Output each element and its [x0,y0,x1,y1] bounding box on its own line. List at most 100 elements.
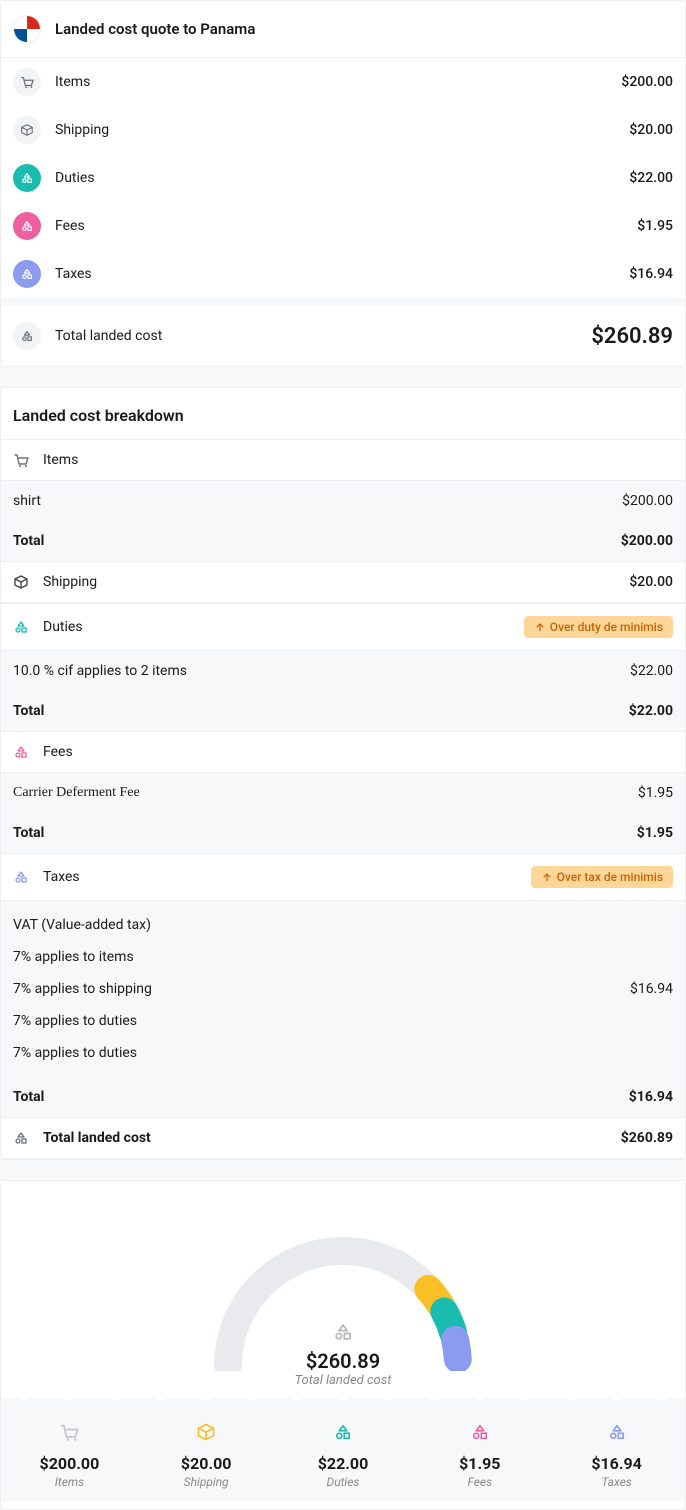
summary-duties: Duties $22.00 [1,154,685,202]
summary-items: Items $200.00 [1,58,685,106]
bd-duties-total: Total $22.00 [1,691,685,731]
page-title: Landed cost quote to Panama [55,20,255,38]
badge-text: Over duty de minimis [550,620,663,634]
bd-taxes-header: Taxes Over tax de minimis [1,853,685,901]
line-label: Carrier Deferment Fee [13,785,638,801]
stat-value: $16.94 [548,1454,685,1473]
summary-value: $16.94 [629,266,673,282]
panama-flag-icon [13,15,41,43]
stat-value: $20.00 [138,1454,275,1473]
stat-shipping: $20.00 Shipping [138,1422,275,1489]
bd-items-header: Items [1,439,685,481]
bd-shipping-header: Shipping $20.00 [1,561,685,603]
line-label: VAT (Value-added tax) [13,917,673,933]
bd-header-label: Duties [43,619,524,635]
bd-duties-header: Duties Over duty de minimis [1,603,685,651]
tax-line: VAT (Value-added tax) [1,909,685,941]
bd-header-label: Shipping [43,574,629,590]
stat-duties: $22.00 Duties [275,1422,412,1489]
total-value: $260.89 [591,324,673,349]
duties-icon [13,619,31,635]
cart-icon [13,452,31,468]
bd-header-label: Items [43,452,673,468]
box-icon [138,1422,275,1444]
tax-line: 7% applies to shipping$16.94 [1,973,685,1005]
duties-icon [13,164,41,192]
bd-taxes-lines: VAT (Value-added tax) 7% applies to items… [1,901,685,1077]
summary-value: $200.00 [621,74,673,90]
bd-items-line: shirt $200.00 [1,481,685,521]
bd-header-label: Taxes [43,869,531,885]
stat-label: Fees [411,1475,548,1489]
stat-label: Taxes [548,1475,685,1489]
total-label: Total [13,825,637,841]
cart-icon [1,1422,138,1444]
summary-fees: Fees $1.95 [1,202,685,250]
line-label: shirt [13,493,622,509]
gauge-center: $260.89 Total landed cost [295,1321,392,1388]
line-label: 7% applies to shipping [13,981,630,997]
header-row: Landed cost quote to Panama [1,1,685,58]
bd-taxes-total: Total $16.94 [1,1077,685,1117]
breakdown-card: Landed cost breakdown Items shirt $200.0… [0,387,686,1160]
bd-header-value: $20.00 [629,574,673,590]
ticks-decoration [1,1392,685,1404]
line-value: $1.95 [638,785,673,801]
total-icon [13,322,41,350]
total-label: Total landed cost [55,328,591,344]
summary-label: Items [55,74,621,90]
grand-label: Total landed cost [43,1130,621,1146]
summary-label: Taxes [55,266,629,282]
nodes-icon [411,1422,548,1444]
duty-deminimis-badge: Over duty de minimis [524,616,673,638]
total-label: Total [13,703,629,719]
stat-label: Shipping [138,1475,275,1489]
breakdown-title: Landed cost breakdown [1,388,685,439]
line-value: $200.00 [622,493,673,509]
summary-taxes: Taxes $16.94 [1,250,685,298]
gauge-sub: Total landed cost [295,1373,392,1388]
stat-taxes: $16.94 Taxes [548,1422,685,1489]
line-label: 7% applies to duties [13,1013,673,1029]
total-icon [13,1130,31,1146]
line-label: 7% applies to items [13,949,673,965]
bd-fees-total: Total $1.95 [1,813,685,853]
fees-icon [13,212,41,240]
tax-line: 7% applies to items [1,941,685,973]
line-value: $22.00 [630,663,673,679]
nodes-icon [295,1321,392,1343]
line-label: 10.0 % cif applies to 2 items [13,663,630,679]
bd-fees-header: Fees [1,731,685,773]
bd-duties-line: 10.0 % cif applies to 2 items $22.00 [1,651,685,691]
taxes-icon [13,260,41,288]
tax-deminimis-badge: Over tax de minimis [531,866,673,888]
box-icon [13,574,31,590]
taxes-icon [13,869,31,885]
stat-value: $22.00 [275,1454,412,1473]
gauge-wrap: $260.89 Total landed cost [1,1181,685,1398]
summary-value: $22.00 [629,170,673,186]
summary-label: Duties [55,170,629,186]
total-label: Total [13,1089,629,1105]
summary-label: Shipping [55,122,629,138]
bd-header-label: Fees [43,744,673,760]
gauge-card: $260.89 Total landed cost $200.00Items$2… [0,1180,686,1510]
nodes-icon [275,1422,412,1444]
stats-row: $200.00Items$20.00Shipping$22.00Duties$1… [1,1398,685,1501]
total-value: $16.94 [629,1089,673,1105]
nodes-icon [548,1422,685,1444]
stat-fees: $1.95 Fees [411,1422,548,1489]
summary-label: Fees [55,218,637,234]
arrow-up-icon [534,621,546,633]
bd-grand-total: Total landed cost $260.89 [1,1117,685,1159]
cart-icon [13,68,41,96]
total-label: Total [13,533,621,549]
summary-shipping: Shipping $20.00 [1,106,685,154]
total-value: $22.00 [629,703,673,719]
total-value: $1.95 [637,825,673,841]
gauge-total: $260.89 [295,1349,392,1373]
stat-label: Duties [275,1475,412,1489]
tax-line: 7% applies to duties [1,1037,685,1069]
stat-value: $1.95 [411,1454,548,1473]
bd-fees-line: Carrier Deferment Fee $1.95 [1,773,685,813]
